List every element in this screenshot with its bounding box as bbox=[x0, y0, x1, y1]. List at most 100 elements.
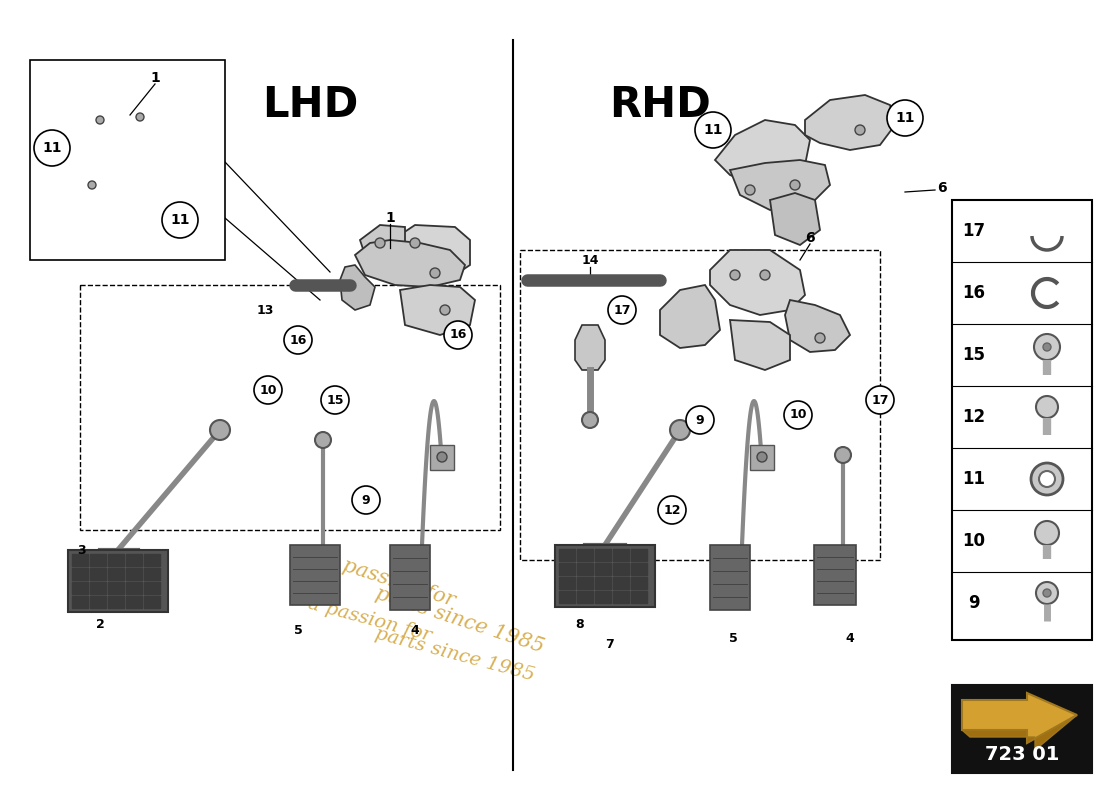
Text: 12: 12 bbox=[663, 503, 681, 517]
Bar bbox=[613, 563, 629, 575]
Polygon shape bbox=[962, 715, 1077, 750]
Bar bbox=[520, 250, 880, 560]
Bar bbox=[390, 545, 430, 610]
Circle shape bbox=[34, 130, 70, 166]
Circle shape bbox=[745, 185, 755, 195]
Bar bbox=[90, 596, 106, 608]
Bar bbox=[108, 596, 124, 608]
Circle shape bbox=[1040, 471, 1055, 487]
Polygon shape bbox=[360, 225, 405, 265]
Text: 17: 17 bbox=[962, 222, 986, 240]
Circle shape bbox=[670, 420, 690, 440]
Circle shape bbox=[1036, 396, 1058, 418]
Text: 17: 17 bbox=[614, 303, 630, 317]
Circle shape bbox=[1043, 343, 1050, 351]
Bar bbox=[631, 549, 647, 561]
Bar bbox=[613, 577, 629, 589]
Bar bbox=[144, 582, 159, 594]
Circle shape bbox=[96, 116, 104, 124]
Bar bbox=[952, 200, 1092, 640]
Bar bbox=[631, 563, 647, 575]
Circle shape bbox=[136, 113, 144, 121]
Circle shape bbox=[1031, 463, 1063, 495]
Circle shape bbox=[162, 202, 198, 238]
Text: 10: 10 bbox=[962, 532, 986, 550]
Bar bbox=[90, 554, 106, 566]
Text: 13: 13 bbox=[256, 303, 274, 317]
Circle shape bbox=[88, 181, 96, 189]
Polygon shape bbox=[730, 160, 830, 210]
Bar bbox=[631, 591, 647, 603]
Text: parts since 1985: parts since 1985 bbox=[373, 625, 537, 685]
Circle shape bbox=[1036, 582, 1058, 604]
Text: 7: 7 bbox=[606, 638, 615, 651]
Text: LHD: LHD bbox=[262, 84, 359, 126]
Bar bbox=[578, 577, 593, 589]
Text: 4: 4 bbox=[410, 623, 419, 637]
Text: 14: 14 bbox=[581, 254, 598, 266]
Circle shape bbox=[210, 420, 230, 440]
Circle shape bbox=[1034, 334, 1060, 360]
Polygon shape bbox=[95, 95, 160, 140]
Text: a passion for: a passion for bbox=[306, 595, 433, 645]
Text: 9: 9 bbox=[362, 494, 371, 506]
Text: 16: 16 bbox=[289, 334, 307, 346]
Polygon shape bbox=[85, 170, 140, 205]
Text: a passion for: a passion for bbox=[322, 550, 458, 610]
Circle shape bbox=[1043, 589, 1050, 597]
Circle shape bbox=[284, 326, 312, 354]
Text: RHD: RHD bbox=[609, 84, 711, 126]
Circle shape bbox=[430, 268, 440, 278]
Bar bbox=[72, 596, 88, 608]
Bar bbox=[578, 549, 593, 561]
Bar bbox=[559, 549, 575, 561]
Bar bbox=[595, 591, 610, 603]
Bar bbox=[578, 563, 593, 575]
Text: 1: 1 bbox=[150, 71, 160, 85]
Polygon shape bbox=[715, 120, 810, 185]
Circle shape bbox=[757, 452, 767, 462]
Bar bbox=[710, 545, 750, 610]
Text: 4: 4 bbox=[846, 631, 855, 645]
Circle shape bbox=[440, 305, 450, 315]
Text: 8: 8 bbox=[575, 618, 584, 631]
Bar bbox=[613, 591, 629, 603]
Circle shape bbox=[790, 180, 800, 190]
Bar bbox=[613, 549, 629, 561]
Polygon shape bbox=[575, 325, 605, 370]
Text: 11: 11 bbox=[895, 111, 915, 125]
Polygon shape bbox=[785, 300, 850, 352]
Circle shape bbox=[582, 412, 598, 428]
Circle shape bbox=[866, 386, 894, 414]
Text: 2: 2 bbox=[96, 618, 104, 631]
Bar bbox=[108, 582, 124, 594]
Text: 16: 16 bbox=[962, 284, 986, 302]
Circle shape bbox=[887, 100, 923, 136]
Circle shape bbox=[410, 238, 420, 248]
Circle shape bbox=[444, 321, 472, 349]
Circle shape bbox=[686, 406, 714, 434]
Polygon shape bbox=[80, 145, 125, 180]
Text: 10: 10 bbox=[790, 409, 806, 422]
Circle shape bbox=[352, 486, 379, 514]
Bar bbox=[126, 554, 142, 566]
Text: 6: 6 bbox=[937, 181, 947, 195]
Bar bbox=[430, 445, 454, 470]
Bar bbox=[631, 577, 647, 589]
Bar bbox=[144, 554, 159, 566]
Polygon shape bbox=[770, 193, 820, 245]
Text: 16: 16 bbox=[449, 329, 466, 342]
Text: parts since 1985: parts since 1985 bbox=[373, 584, 547, 656]
Bar bbox=[72, 554, 88, 566]
Bar bbox=[126, 596, 142, 608]
Bar bbox=[595, 563, 610, 575]
Circle shape bbox=[835, 447, 851, 463]
Polygon shape bbox=[730, 320, 790, 370]
Bar bbox=[90, 568, 106, 580]
Text: 17: 17 bbox=[871, 394, 889, 406]
Bar bbox=[30, 60, 225, 260]
Text: 9: 9 bbox=[695, 414, 704, 426]
Text: 11: 11 bbox=[703, 123, 723, 137]
Bar bbox=[814, 545, 856, 605]
Bar bbox=[72, 568, 88, 580]
